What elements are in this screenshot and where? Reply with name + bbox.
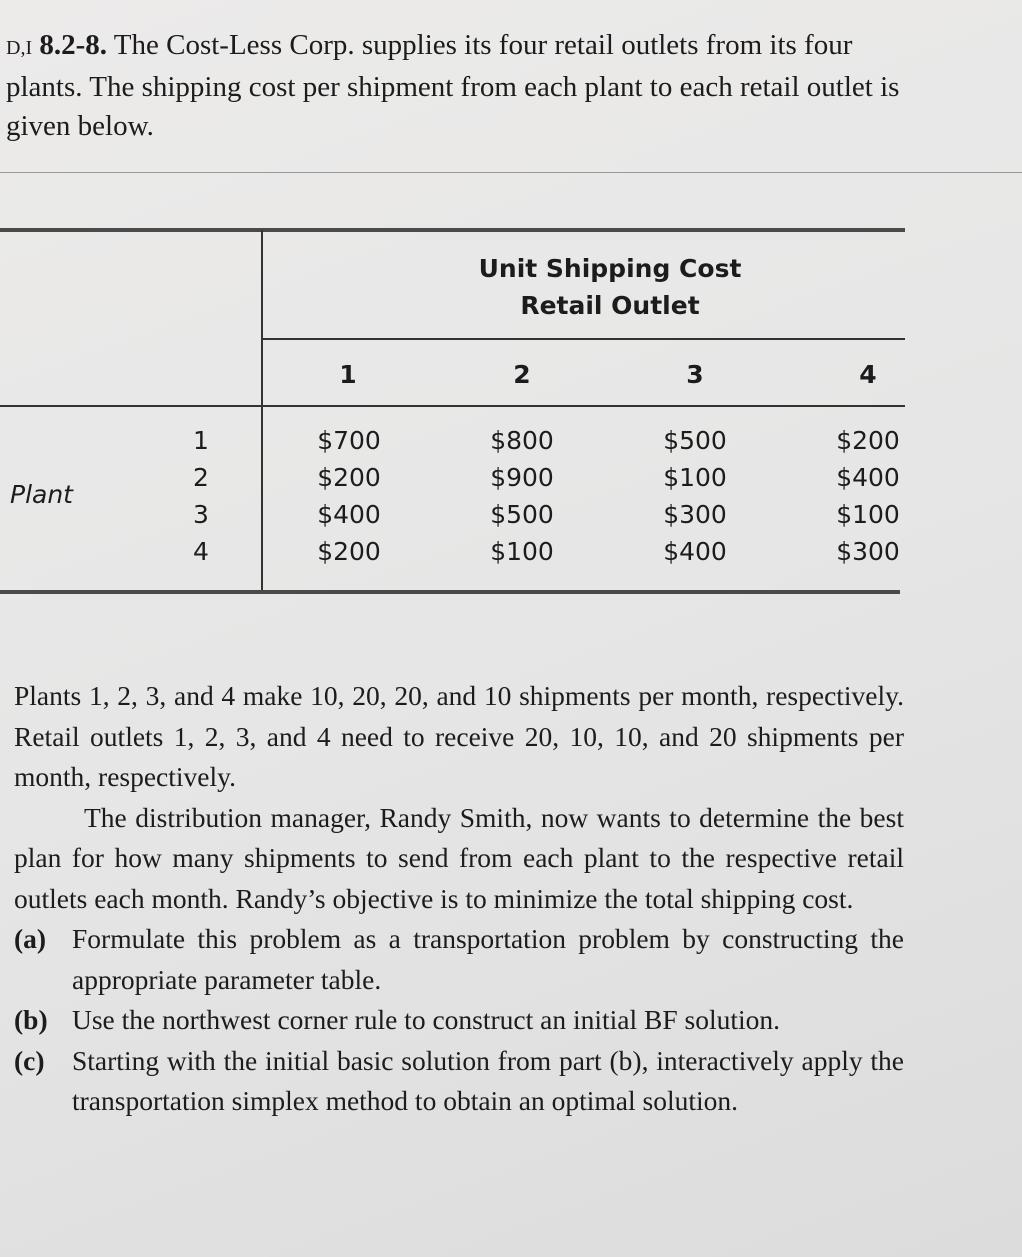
part-b: (b) Use the northwest corner rule to cons… xyxy=(14,1000,904,1041)
cost-cell: $200 xyxy=(317,537,381,566)
problem-body: Plants 1, 2, 3, and 4 make 10, 20, 20, a… xyxy=(14,676,904,1122)
cost-cell: $500 xyxy=(490,500,554,529)
col-header-4: 4 xyxy=(859,360,877,389)
part-text: Use the northwest corner rule to constru… xyxy=(72,1004,780,1035)
col-header-2: 2 xyxy=(513,360,531,389)
part-label: (a) xyxy=(14,923,47,954)
part-text: Formulate this problem as a transportati… xyxy=(72,923,904,995)
cost-cell: $400 xyxy=(836,463,900,492)
cost-cell: $100 xyxy=(836,500,900,529)
paragraph-supply-demand: Plants 1, 2, 3, and 4 make 10, 20, 20, a… xyxy=(14,680,904,792)
col-header-1: 1 xyxy=(339,360,357,389)
cost-cell: $200 xyxy=(836,426,900,455)
cost-cell: $100 xyxy=(490,537,554,566)
cost-cell: $900 xyxy=(490,463,554,492)
col-header-3: 3 xyxy=(686,360,704,389)
header-rule xyxy=(262,338,905,340)
problem-intro: D,I 8.2-8. The Cost-Less Corp. supplies … xyxy=(6,26,926,146)
part-label: (b) xyxy=(14,1004,48,1035)
row-label-plant: Plant xyxy=(10,480,73,509)
table-vertical-rule xyxy=(261,230,263,592)
cost-cell: $300 xyxy=(663,500,727,529)
problem-intro-text: The Cost-Less Corp. supplies its four re… xyxy=(6,29,900,142)
problem-number: 8.2-8. xyxy=(39,29,108,61)
plant-4: 4 xyxy=(193,537,209,566)
part-text: Starting with the initial basic solution… xyxy=(72,1044,904,1117)
part-c: (c) Starting with the initial basic solut… xyxy=(14,1041,904,1122)
paragraph-objective: The distribution manager, Randy Smith, n… xyxy=(14,801,904,914)
table-subtitle: Retail Outlet xyxy=(520,291,700,320)
plant-2: 2 xyxy=(193,463,209,492)
cost-cell: $800 xyxy=(490,426,554,455)
cost-cell: $500 xyxy=(663,426,727,455)
table-bottom-rule xyxy=(0,590,900,594)
cost-cell: $400 xyxy=(663,537,727,566)
cost-cell: $700 xyxy=(317,426,381,455)
plant-3: 3 xyxy=(193,500,209,529)
body-rule xyxy=(0,405,905,407)
part-a: (a) Formulate this problem as a transport… xyxy=(14,919,904,1000)
table-top-rule xyxy=(0,228,905,232)
cost-cell: $400 xyxy=(317,500,381,529)
cost-cell: $200 xyxy=(317,463,381,492)
table-title: Unit Shipping Cost xyxy=(478,254,742,283)
divider xyxy=(0,172,1022,173)
part-label: (c) xyxy=(14,1044,45,1076)
problem-tag: D,I xyxy=(6,37,33,59)
cost-cell: $300 xyxy=(836,537,900,566)
plant-1: 1 xyxy=(193,426,209,455)
cost-cell: $100 xyxy=(663,463,727,492)
